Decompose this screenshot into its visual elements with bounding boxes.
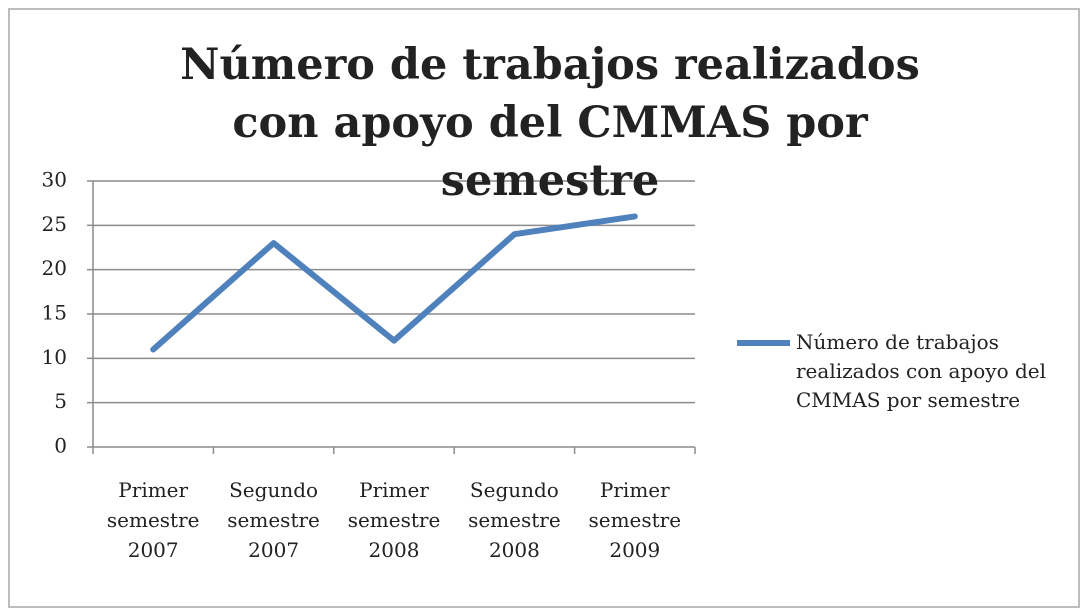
y-tick-label: 10 [42,345,67,369]
y-tick-label: 30 [42,168,67,192]
legend-label: Número de trabajos realizados con apoyo … [796,330,1047,412]
y-tick-label: 20 [42,256,67,280]
x-tick-label: Primer semestre 2008 [347,478,441,562]
chart-title: Número de trabajos realizados con apoyo … [180,40,920,206]
x-tick-label: Primer semestre 2009 [588,478,682,562]
page: 0 5 10 15 20 25 30 Número de trabajos realizad… [8,8,1080,608]
y-tick-label: 15 [42,301,67,325]
y-tick-label: 0 [54,434,67,458]
series-line [150,213,638,353]
x-tick-label: Primer semestre 2007 [106,478,200,562]
chart: 0 5 10 15 20 25 30 [42,168,790,458]
x-tick-label: Segundo semestre 2008 [468,478,561,562]
x-tick-label: Segundo semestre 2007 [227,478,320,562]
y-tick-label: 25 [42,212,67,236]
y-tick-label: 5 [54,389,67,413]
